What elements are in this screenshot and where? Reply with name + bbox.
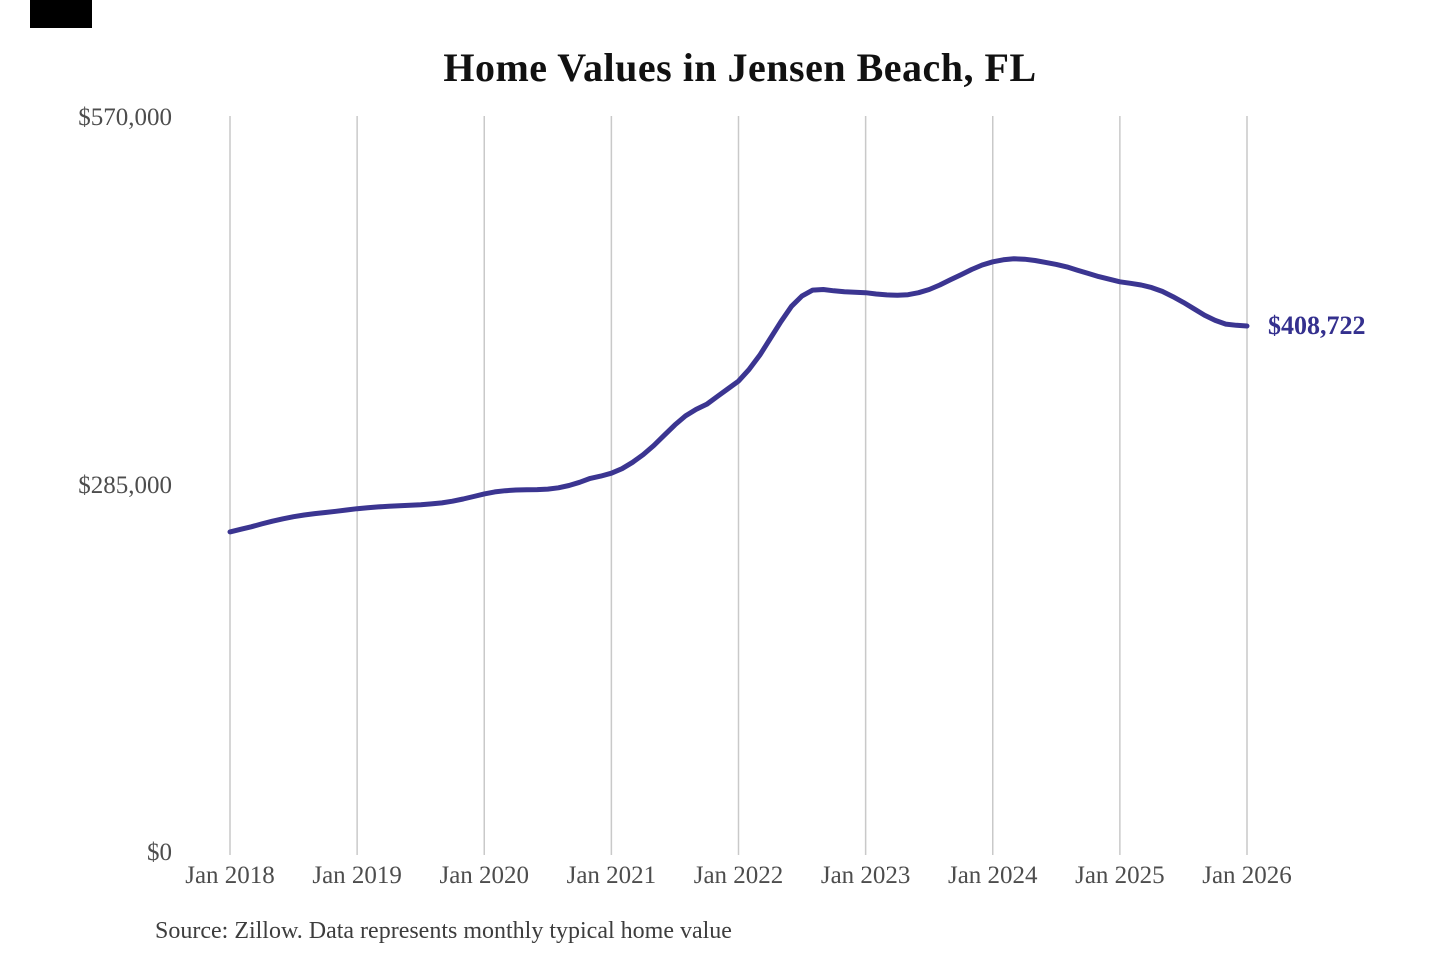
x-axis-tick-label: Jan 2024 xyxy=(947,862,1038,889)
y-axis-tick-label: $570,000 xyxy=(78,104,172,131)
chart-title: Home Values in Jensen Beach, FL xyxy=(443,45,1037,90)
x-axis-tick-label: Jan 2018 xyxy=(185,862,275,889)
latest-value-label: $408,722 xyxy=(1268,310,1366,340)
home-value-line xyxy=(227,256,1250,535)
x-axis-tick-label: Jan 2023 xyxy=(820,862,911,889)
x-axis-tick-label: Jan 2021 xyxy=(566,862,657,889)
x-axis-tick-label: Jan 2020 xyxy=(439,862,530,889)
source-note: Source: Zillow. Data represents monthly … xyxy=(155,918,732,944)
x-axis-tick-label: Jan 2019 xyxy=(312,862,402,889)
y-axis-tick-label: $285,000 xyxy=(78,471,172,499)
x-axis-tick-label: Jan 2026 xyxy=(1202,862,1292,889)
top-left-black-mark xyxy=(30,0,92,28)
y-axis-tick-label: $0 xyxy=(147,839,172,866)
x-axis-tick-label: Jan 2022 xyxy=(693,862,784,889)
x-axis-tick-label: Jan 2025 xyxy=(1075,862,1165,889)
